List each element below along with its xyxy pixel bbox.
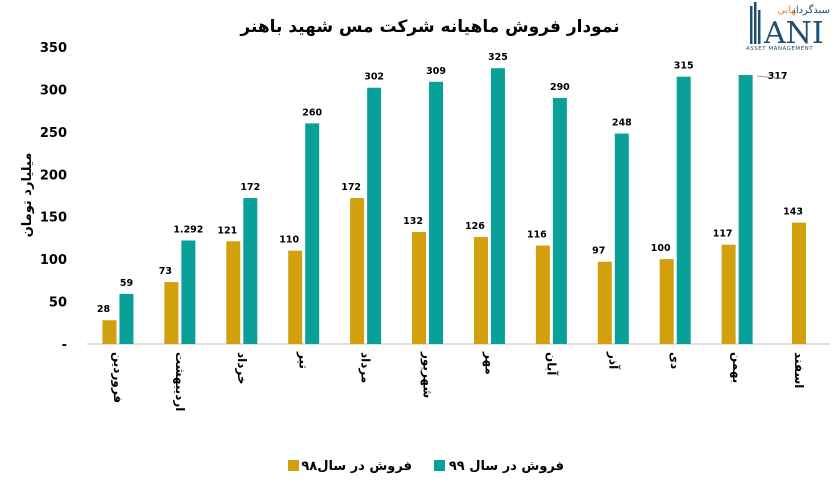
legend-label-99: فروش در سال ۹۹ xyxy=(449,459,564,474)
svg-text:سبدگردانهانی: سبدگردانهانی xyxy=(777,4,830,16)
bar-99 xyxy=(367,87,382,344)
bar-98 xyxy=(102,320,117,344)
bar-99 xyxy=(243,198,258,344)
bar-99 xyxy=(119,293,134,344)
bar-98 xyxy=(412,231,427,344)
data-label-98: 117 xyxy=(713,229,733,240)
bar-99 xyxy=(738,75,753,344)
x-tick-label: بهمن xyxy=(730,352,744,383)
data-label-98: 121 xyxy=(217,225,237,236)
data-label-99: 172 xyxy=(240,182,260,193)
legend-label-98: فروش در سال۹۸ xyxy=(301,459,412,474)
data-label-99: 302 xyxy=(364,72,384,83)
y-tick-label: 250 xyxy=(40,126,67,141)
bar-98 xyxy=(597,261,612,344)
bar-98 xyxy=(721,244,736,344)
data-label-98: 172 xyxy=(341,182,361,193)
data-label-99: 1.292 xyxy=(173,224,203,235)
legend-swatch-99 xyxy=(434,460,445,471)
data-labels-group: 28 59 73 1.292 121 172 110 260 172 302 132 309 126 32… xyxy=(97,52,803,315)
bar-99 xyxy=(181,240,196,344)
legend-swatch-98 xyxy=(288,460,299,471)
data-label-98: 126 xyxy=(465,221,485,232)
y-tick-label: 50 xyxy=(49,296,67,311)
x-tick-label: مهر xyxy=(482,351,496,375)
data-label-99: 260 xyxy=(302,107,322,118)
legend: فروش در سال۹۸ فروش در سال ۹۹ xyxy=(288,459,564,474)
data-label-98: 97 xyxy=(592,246,605,257)
logo-mark: ANI xyxy=(763,16,824,51)
bar-99 xyxy=(490,68,505,344)
bar-98 xyxy=(659,259,674,344)
data-label-99: 290 xyxy=(550,82,570,93)
x-tick-label: خرداد xyxy=(235,352,249,385)
chart-title: نمودار فروش ماهیانه شرکت مس شهید باهنر xyxy=(239,17,619,37)
logo-building-icon xyxy=(750,2,761,44)
y-tick-label: - xyxy=(62,338,67,353)
data-label-98: 116 xyxy=(527,230,547,241)
data-label-98: 28 xyxy=(97,304,111,315)
data-label-98: 143 xyxy=(783,207,803,218)
bar-99 xyxy=(614,133,629,344)
bar-98 xyxy=(473,237,488,344)
bars-group xyxy=(102,68,807,345)
data-label-98: 110 xyxy=(279,235,299,246)
y-axis-ticks: - 50 100 150 200 250 300 350 xyxy=(40,41,67,353)
x-tick-label: اردیبهشت xyxy=(173,352,187,411)
data-label-99: 325 xyxy=(488,52,508,63)
data-label-98: 132 xyxy=(403,216,423,227)
bar-99 xyxy=(429,81,444,344)
data-label-99: 59 xyxy=(120,278,133,289)
data-label-98: 73 xyxy=(159,266,172,277)
data-label-99: 317 xyxy=(768,71,788,82)
x-tick-label: آذر xyxy=(606,351,621,370)
logo-text-fa: سبدگردان xyxy=(792,4,830,16)
x-tick-label: آبان xyxy=(544,352,559,376)
logo-text-accent: هانی xyxy=(777,5,796,16)
bar-98 xyxy=(792,222,807,344)
x-axis-ticks: فروردین اردیبهشت خرداد تیر مرداد شهریور مهر آبا… xyxy=(110,351,806,411)
x-tick-label: اسفند xyxy=(792,352,806,388)
y-tick-label: 100 xyxy=(40,253,67,268)
bar-99 xyxy=(676,76,691,344)
y-tick-label: 300 xyxy=(40,83,67,98)
x-tick-label: شهریور xyxy=(420,351,435,398)
bar-98 xyxy=(226,241,241,344)
bar-99 xyxy=(552,97,567,345)
bar-98 xyxy=(288,250,303,344)
x-tick-label: فروردین xyxy=(110,352,125,403)
data-label-99: 309 xyxy=(426,66,446,77)
y-tick-label: 350 xyxy=(40,41,67,56)
x-tick-label: دی xyxy=(668,352,682,369)
company-logo: سبدگردانهانی ANI ASSET MANAGEMENT xyxy=(746,2,830,52)
y-tick-label: 150 xyxy=(40,211,67,226)
bar-98 xyxy=(535,245,550,344)
y-tick-label: 200 xyxy=(40,168,67,183)
data-label-98: 100 xyxy=(651,243,671,254)
y-axis-label: میلیارد تومان xyxy=(20,153,35,238)
bar-99 xyxy=(305,123,320,344)
data-label-99: 248 xyxy=(612,118,632,129)
bar-98 xyxy=(164,282,179,344)
x-tick-label: مرداد xyxy=(359,352,373,383)
bar-98 xyxy=(350,198,365,344)
x-tick-label: تیر xyxy=(297,351,311,369)
data-label-99: 315 xyxy=(674,61,694,72)
logo-subtitle: ASSET MANAGEMENT xyxy=(746,46,813,52)
label-leader-line xyxy=(756,75,786,80)
